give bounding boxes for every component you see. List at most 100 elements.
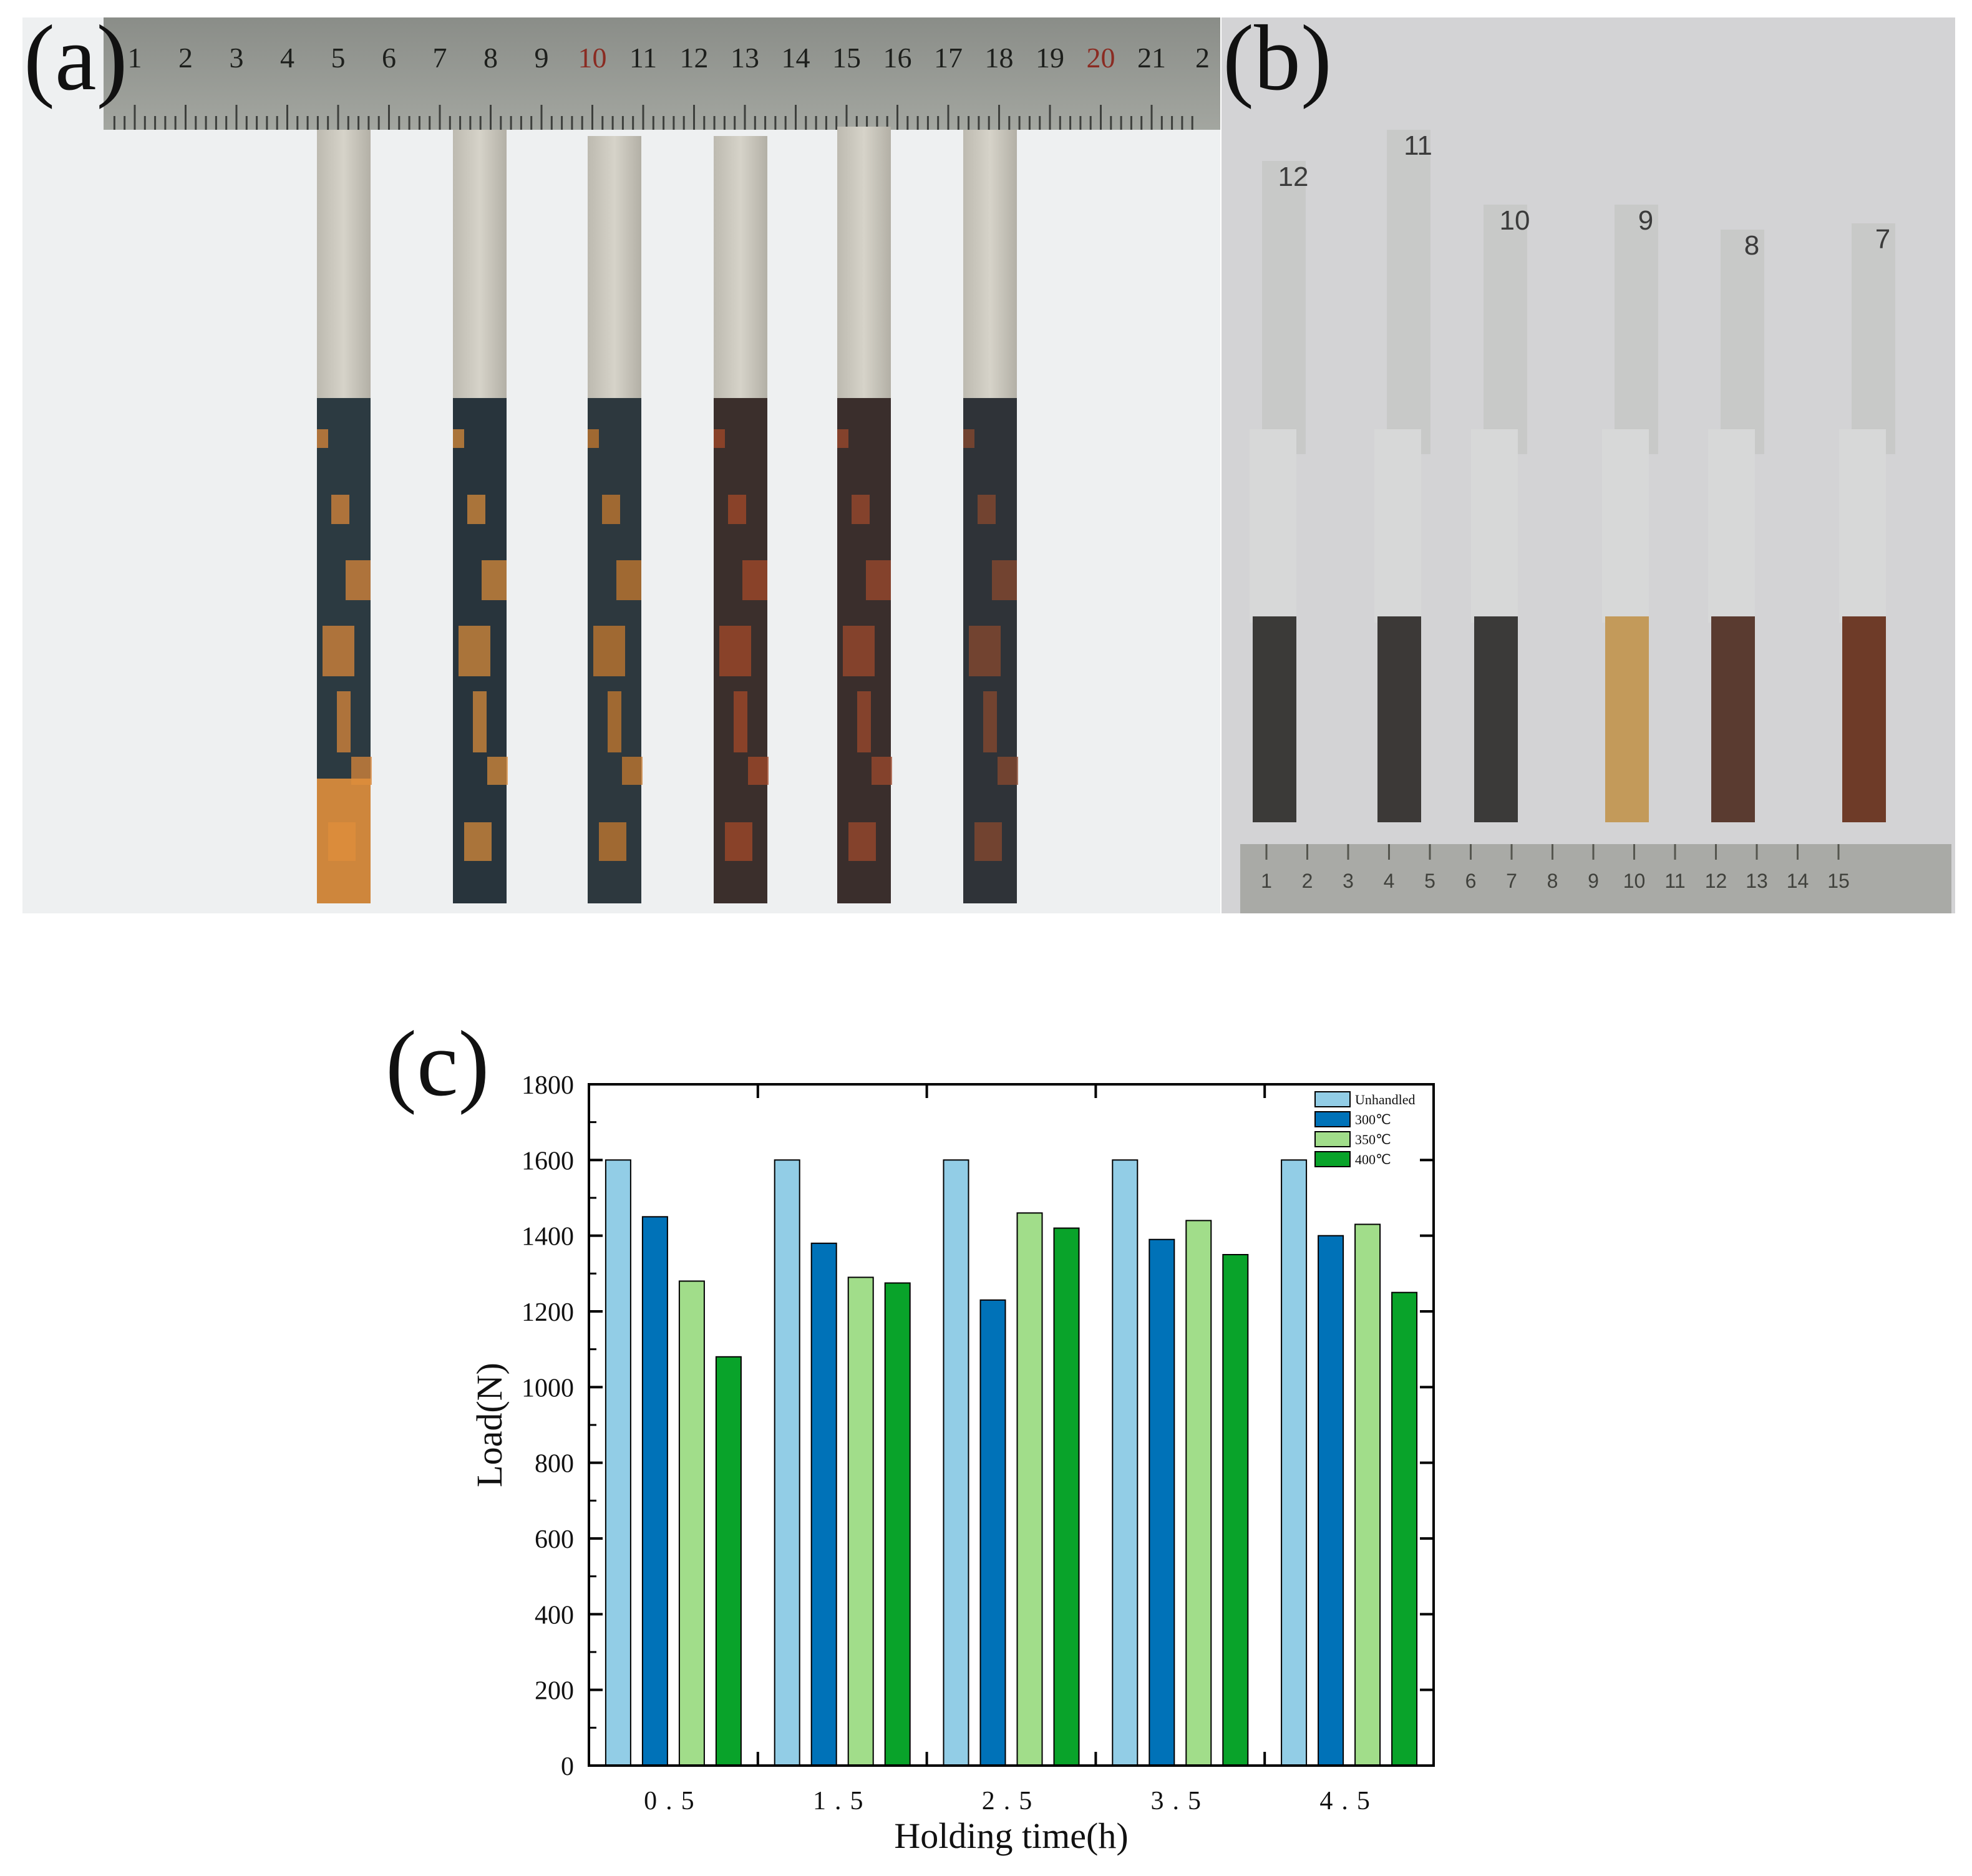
- bar: [641, 1216, 668, 1767]
- specimen-a-corrosion-spot: [998, 757, 1018, 785]
- specimen-b-weld-zone: [1602, 429, 1649, 623]
- specimen-a-corrosion-spot: [622, 757, 643, 785]
- ruler-a-number: 2: [1195, 42, 1210, 74]
- bar: [1016, 1212, 1043, 1767]
- legend-label: Unhandled: [1355, 1092, 1416, 1107]
- specimen-b-weld-zone: [1471, 429, 1518, 623]
- y-tick-label: 0: [561, 1752, 574, 1781]
- ruler-a-number: 11: [629, 42, 657, 74]
- specimen-a-corrosion-spot: [317, 779, 371, 903]
- ruler-b-number: 7: [1506, 870, 1517, 892]
- specimen-b-mark: 11: [1404, 130, 1432, 161]
- specimen-a-corrosion-spot: [616, 560, 641, 600]
- ruler-a-number: 16: [883, 42, 912, 74]
- ruler-b-number: 14: [1787, 870, 1809, 892]
- specimen-a-corrosion-spot: [337, 691, 351, 752]
- y-tick-label: 1400: [522, 1223, 574, 1251]
- ruler-b-number: 13: [1746, 870, 1768, 892]
- bar: [943, 1159, 969, 1767]
- ruler-b-number: 15: [1827, 870, 1850, 892]
- legend-swatch: [1314, 1151, 1351, 1167]
- specimen-b-bottom-strip: [1253, 616, 1296, 822]
- specimen-b-weld-zone: [1708, 429, 1755, 623]
- specimen-a-corrosion-spot: [323, 626, 354, 676]
- ruler-b-number: 11: [1664, 870, 1685, 892]
- specimen-a-corrosion-spot: [599, 822, 626, 861]
- ruler-a-number: 10: [578, 42, 607, 74]
- ruler-a-number: 12: [680, 42, 709, 74]
- specimen-b-bottom-strip: [1474, 616, 1518, 822]
- bar: [1281, 1159, 1308, 1767]
- specimen-a-corrosion-spot: [748, 757, 769, 785]
- specimen-b-mark: 7: [1875, 224, 1890, 255]
- specimen-a-corrosion-spot: [848, 822, 876, 861]
- ruler-b-number: 6: [1465, 870, 1477, 892]
- bar: [1318, 1235, 1344, 1766]
- specimen-a-corrosion-spot: [317, 429, 328, 448]
- specimen-a-bare-end: [453, 130, 507, 404]
- specimen-a-corrosion-spot: [992, 560, 1017, 600]
- x-axis-label: Holding time(h): [894, 1815, 1128, 1856]
- specimen-a-corrosion-spot: [719, 626, 751, 676]
- legend-swatch: [1314, 1111, 1351, 1127]
- ruler-b-number: 2: [1302, 870, 1313, 892]
- legend-label: 350℃: [1355, 1132, 1391, 1147]
- specimen-a-corrosion-spot: [969, 626, 1001, 676]
- y-axis-label: Load(N): [469, 1363, 510, 1487]
- specimen-a-corrosion-spot: [588, 429, 599, 448]
- specimen-a-corrosion-spot: [482, 560, 507, 600]
- bar: [1185, 1220, 1212, 1766]
- specimen-a-corrosion-spot: [331, 495, 349, 524]
- y-tick-label: 1600: [522, 1147, 574, 1175]
- y-tick-label: 400: [535, 1601, 574, 1630]
- ruler-a-number: 17: [934, 42, 963, 74]
- bar: [847, 1276, 874, 1766]
- legend-label: 300℃: [1355, 1112, 1391, 1127]
- specimen-b-mark: 12: [1278, 162, 1309, 192]
- ruler-a-number: 3: [230, 42, 244, 74]
- specimen-a-corrosion-spot: [464, 822, 492, 861]
- specimen-b-bottom-strip: [1711, 616, 1755, 822]
- specimen-a-corrosion-spot: [983, 691, 997, 752]
- legend: Unhandled 300℃ 350℃ 400℃: [1314, 1091, 1416, 1167]
- ruler-a-number: 21: [1137, 42, 1166, 74]
- specimen-a-corrosion-spot: [608, 691, 621, 752]
- specimen-b-mark: 8: [1744, 230, 1759, 261]
- specimen-b-bottom-strip: [1377, 616, 1421, 822]
- x-tick-label: 4.5: [1319, 1787, 1379, 1815]
- specimen-b-top-strip: [1721, 230, 1764, 454]
- specimen-a-corrosion-spot: [734, 691, 747, 752]
- specimen-b-weld-zone: [1250, 429, 1296, 623]
- specimen-a-corrosion-spot: [742, 560, 767, 600]
- specimen-b-top-strip: [1615, 205, 1658, 454]
- specimen-a-corrosion-spot: [837, 429, 848, 448]
- specimen-a-bare-end: [714, 136, 767, 404]
- specimen-a-corrosion-spot: [872, 757, 892, 785]
- specimen-a-corrosion-spot: [843, 626, 875, 676]
- specimen-b-mark: 9: [1638, 205, 1653, 236]
- legend-swatch: [1314, 1091, 1351, 1107]
- ruler-b-number: 5: [1424, 870, 1435, 892]
- specimen-b-weld-zone: [1839, 429, 1886, 623]
- ruler-b-number: 8: [1547, 870, 1558, 892]
- legend-label: 400℃: [1355, 1152, 1391, 1167]
- x-tick-label: 3.5: [1151, 1787, 1210, 1815]
- ruler-a-number: 5: [331, 42, 346, 74]
- bar: [1053, 1227, 1080, 1766]
- ruler-a-number: 9: [535, 42, 549, 74]
- y-tick-label: 600: [535, 1525, 574, 1554]
- y-tick-label: 200: [535, 1677, 574, 1706]
- ruler-a-number: 8: [483, 42, 498, 74]
- bar: [1391, 1291, 1418, 1767]
- photo-a-unwelded-specimens: 1 2 3 4 5 6 7 8 9 10 11 12 13 14 15 16 17 18 19 20 21 2: [22, 17, 1220, 913]
- specimen-a-corrosion-spot: [473, 691, 487, 752]
- specimen-b-top-strip: [1387, 130, 1430, 454]
- specimen-b-top-strip: [1852, 223, 1895, 454]
- panel-label-b: (b): [1223, 6, 1332, 110]
- specimen-a-corrosion-spot: [346, 560, 371, 600]
- specimen-a-corrosion-spot: [852, 495, 870, 524]
- x-tick-label: 0.5: [644, 1787, 703, 1815]
- specimen-a-corrosion-spot: [963, 429, 974, 448]
